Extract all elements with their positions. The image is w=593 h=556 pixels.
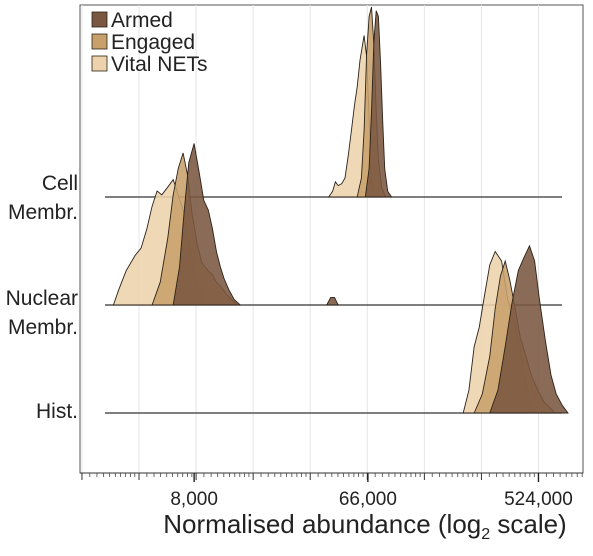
density-ridges — [105, 6, 569, 414]
x-tick-label: 8,000 — [170, 489, 218, 510]
legend-swatch — [91, 33, 108, 50]
legend-swatch — [91, 11, 108, 28]
density-armed-2 — [489, 244, 569, 414]
legend-label: Armed — [111, 9, 173, 32]
x-axis: 8,000 66,000 524,000 — [80, 472, 583, 510]
row-label: Cell — [42, 172, 78, 195]
row-label: Membr. — [8, 316, 78, 339]
density-armed-1 — [172, 143, 242, 306]
density-armed-1 — [325, 296, 339, 306]
x-axis-title-suffix: scale) — [490, 509, 567, 539]
legend-swatch — [91, 55, 108, 72]
row-labels: Cell Membr. Nuclear Membr. Hist. — [6, 172, 78, 423]
x-tick-label: 66,000 — [339, 489, 397, 510]
density-armed-0 — [364, 10, 393, 198]
legend-label: Vital NETs — [111, 53, 207, 76]
x-axis-title-main: Normalised abundance (log — [163, 509, 481, 539]
x-axis-title-sub: 2 — [481, 526, 490, 543]
legend-label: Engaged — [111, 31, 195, 54]
row-label: Hist. — [36, 400, 78, 423]
x-axis-title: Normalised abundance (log2 scale) — [163, 509, 566, 543]
row-label: Nuclear — [6, 287, 78, 310]
row-label: Membr. — [8, 201, 78, 224]
x-tick-label: 524,000 — [504, 489, 573, 510]
